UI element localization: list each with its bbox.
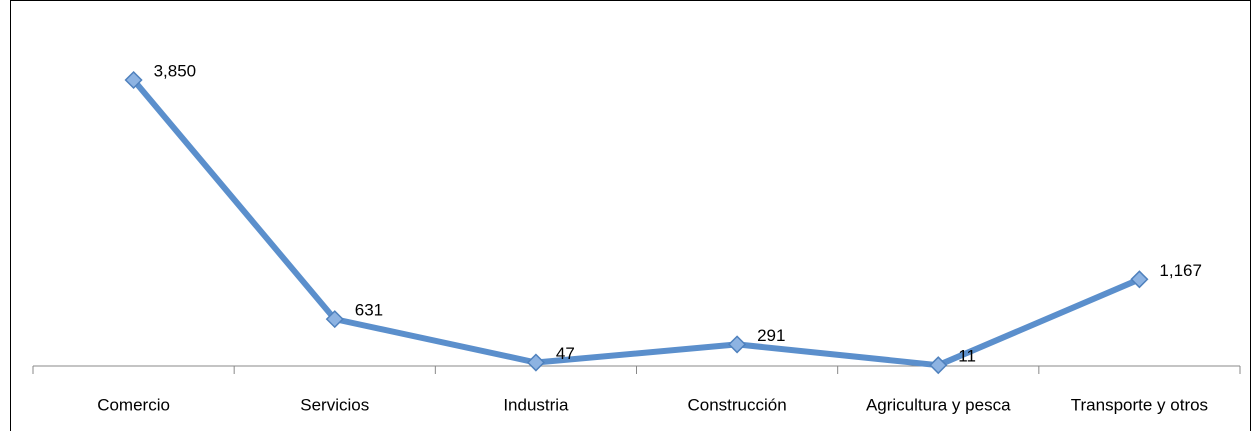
- x-tick-label: Comercio: [97, 395, 170, 414]
- data-point: [526, 353, 545, 372]
- data-point: [124, 70, 143, 90]
- x-tick-label: Servicios: [300, 395, 369, 414]
- data-label: 291: [757, 326, 785, 345]
- x-tick-label: Construcción: [687, 395, 786, 414]
- data-point: [1130, 270, 1149, 289]
- data-line: [131, 78, 1141, 369]
- x-tick-label: Transporte y otros: [1071, 395, 1208, 414]
- data-label: 1,167: [1159, 261, 1202, 280]
- data-label: 47: [556, 344, 575, 363]
- x-tick-label: Agricultura y pesca: [866, 395, 1011, 414]
- data-point: [728, 335, 747, 354]
- data-point: [929, 356, 948, 375]
- data-label: 631: [355, 301, 383, 320]
- data-label: 11: [958, 347, 976, 366]
- chart-border: [10, 0, 1251, 431]
- data-point: [325, 310, 344, 329]
- x-tick-label: Industria: [503, 395, 569, 414]
- data-label: 3,850: [154, 61, 197, 80]
